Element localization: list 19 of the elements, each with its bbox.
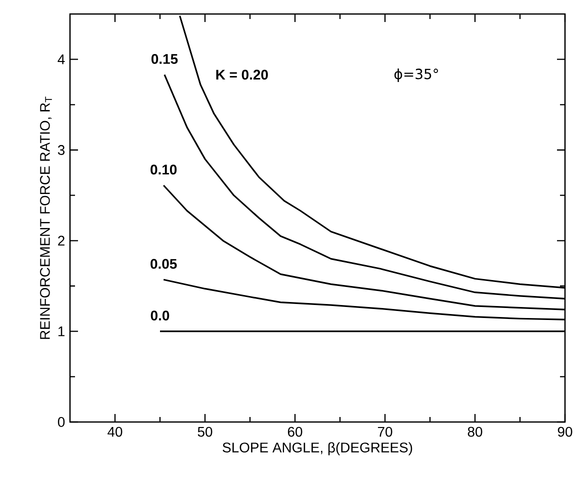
y-tick-label: 1 — [58, 326, 64, 336]
x-tick-label: 50 — [198, 426, 212, 437]
x-axis-title: SLOPE ANGLE, β(DEGREES) — [222, 442, 412, 456]
x-tick-label: 60 — [288, 426, 302, 437]
y-tick-label: 4 — [58, 54, 65, 64]
series-label: 0.0 — [150, 310, 170, 320]
x-tick-label: 80 — [468, 426, 482, 437]
x-tick-label: 70 — [378, 426, 392, 437]
series-label: K = 0.20 — [216, 70, 268, 80]
y-tick-label: 2 — [58, 236, 64, 246]
y-tick-label: 3 — [58, 145, 65, 155]
x-tick-label: 90 — [558, 426, 572, 437]
annotation: ϕ=35° — [394, 68, 438, 82]
series-label: 0.10 — [150, 164, 177, 175]
series-label: 0.05 — [150, 258, 177, 269]
y-axis-title: REINFORCEMENT FORCE RATIO, R$_{T}$ — [40, 96, 52, 339]
x-tick-label: 40 — [108, 426, 122, 437]
series-label: 0.15 — [151, 54, 178, 64]
y-tick-label: 0 — [58, 417, 65, 427]
